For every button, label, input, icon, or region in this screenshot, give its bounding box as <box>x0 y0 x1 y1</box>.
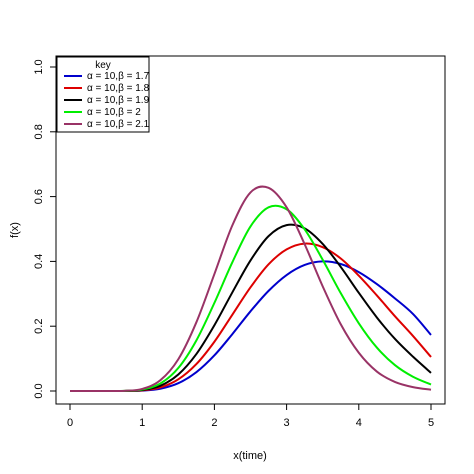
x-axis-label: x(time) <box>233 450 267 462</box>
legend-title: key <box>95 60 111 71</box>
y-tick-label: 1.0 <box>33 59 45 74</box>
legend-box <box>56 56 150 133</box>
legend-label-5: α = 10,β = 2.1 <box>87 119 150 130</box>
x-tick-label: 1 <box>139 417 145 429</box>
y-tick-label: 0.8 <box>33 124 45 139</box>
legend-label-2: α = 10,β = 1.8 <box>87 83 150 94</box>
y-axis: 0.0 0.2 0.4 0.6 0.8 1.0 <box>33 59 57 399</box>
y-axis-label: f(x) <box>9 222 21 238</box>
x-tick-label: 2 <box>211 417 217 429</box>
y-tick-label: 0.0 <box>33 383 45 398</box>
x-tick-label: 3 <box>284 417 290 429</box>
x-axis: 0 1 2 3 4 5 <box>67 403 434 429</box>
curves-layer <box>70 185 432 393</box>
y-tick-label: 0.6 <box>33 189 45 204</box>
series-line-4 <box>70 204 432 393</box>
series-line-5 <box>70 185 432 393</box>
x-tick-label: 4 <box>356 417 362 429</box>
x-tick-label: 5 <box>428 417 434 429</box>
x-tick-label: 0 <box>67 417 73 429</box>
legend-items: α = 10,β = 1.7α = 10,β = 1.8α = 10,β = 1… <box>64 71 150 130</box>
series-line-3 <box>70 223 432 393</box>
y-tick-label: 0.4 <box>33 254 45 269</box>
legend-label-4: α = 10,β = 2 <box>87 107 141 118</box>
legend: key α = 10,β = 1.7α = 10,β = 1.8α = 10,β… <box>56 56 150 133</box>
legend-label-1: α = 10,β = 1.7 <box>87 71 150 82</box>
y-tick-label: 0.2 <box>33 319 45 334</box>
legend-label-3: α = 10,β = 1.9 <box>87 95 150 106</box>
